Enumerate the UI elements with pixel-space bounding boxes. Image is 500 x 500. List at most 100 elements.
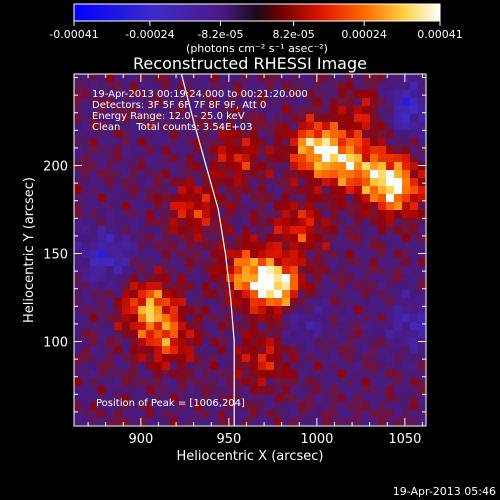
heatmap-cell: [346, 290, 355, 299]
heatmap-cell: [130, 194, 139, 203]
heatmap-cell: [346, 130, 355, 139]
heatmap-cell: [146, 106, 155, 115]
heatmap-cell: [178, 418, 187, 426]
heatmap-cell: [234, 130, 243, 139]
heatmap-cell: [218, 306, 227, 315]
heatmap-cell: [330, 410, 339, 419]
heatmap-cell: [194, 274, 203, 283]
heatmap-cell: [322, 130, 331, 139]
heatmap-cell: [322, 354, 331, 363]
heatmap-cell: [194, 346, 203, 355]
heatmap-cell: [138, 362, 147, 371]
heatmap-cell: [394, 250, 403, 259]
heatmap-cell: [346, 122, 355, 131]
heatmap-cell: [130, 146, 139, 155]
heatmap-cell: [370, 106, 379, 115]
heatmap-cell: [210, 178, 219, 187]
heatmap-cell: [378, 266, 387, 275]
heatmap-cell: [146, 306, 155, 315]
heatmap-cell: [130, 186, 139, 195]
heatmap-cell: [90, 378, 99, 387]
heatmap-cell: [194, 154, 203, 163]
heatmap-cell: [322, 146, 331, 155]
heatmap-cell: [98, 74, 107, 83]
heatmap-cell: [402, 386, 411, 395]
heatmap-cell: [298, 370, 307, 379]
heatmap-cell: [258, 178, 267, 187]
heatmap-cell: [130, 306, 139, 315]
heatmap-cell: [394, 314, 403, 323]
heatmap-cell: [234, 266, 243, 275]
heatmap-cell: [322, 306, 331, 315]
heatmap-cell: [370, 338, 379, 347]
heatmap-cell: [394, 346, 403, 355]
heatmap-cell: [186, 98, 195, 107]
heatmap-cell: [114, 90, 123, 99]
heatmap-cell: [250, 106, 259, 115]
heatmap-cell: [106, 178, 115, 187]
heatmap-cell: [218, 402, 227, 411]
heatmap-cell: [274, 386, 283, 395]
heatmap-cell: [410, 138, 419, 147]
heatmap-cell: [322, 226, 331, 235]
heatmap-cell: [82, 394, 91, 403]
heatmap-cell: [418, 122, 426, 131]
heatmap-cell: [74, 154, 83, 163]
heatmap-cell: [74, 370, 83, 379]
heatmap-cell: [114, 386, 123, 395]
heatmap-cell: [82, 386, 91, 395]
heatmap-cell: [82, 234, 91, 243]
heatmap-cell: [130, 226, 139, 235]
heatmap-cell: [250, 386, 259, 395]
heatmap-cell: [90, 170, 99, 179]
heatmap-cell: [290, 154, 299, 163]
heatmap-cell: [74, 242, 83, 251]
heatmap-cell: [74, 330, 83, 339]
heatmap-cell: [178, 258, 187, 267]
heatmap-cell: [106, 266, 115, 275]
heatmap-cell: [106, 378, 115, 387]
heatmap-cell: [202, 130, 211, 139]
heatmap-cell: [322, 162, 331, 171]
heatmap-cell: [402, 354, 411, 363]
heatmap-cell: [242, 210, 251, 219]
heatmap-cell: [306, 362, 315, 371]
heatmap-cell: [218, 154, 227, 163]
heatmap-cell: [170, 106, 179, 115]
heatmap-cell: [234, 290, 243, 299]
heatmap-cell: [74, 122, 83, 131]
heatmap-cell: [410, 194, 419, 203]
heatmap-cell: [170, 202, 179, 211]
heatmap-cell: [274, 90, 283, 99]
heatmap-cell: [410, 338, 419, 347]
heatmap-cell: [138, 314, 147, 323]
heatmap-cell: [162, 210, 171, 219]
heatmap-cell: [218, 378, 227, 387]
heatmap-cell: [274, 282, 283, 291]
heatmap-cell: [130, 170, 139, 179]
heatmap-cell: [186, 370, 195, 379]
heatmap-cell: [314, 74, 323, 83]
heatmap-cell: [226, 234, 235, 243]
heatmap-cell: [250, 82, 259, 91]
heatmap-cell: [218, 418, 227, 426]
heatmap-cell: [122, 394, 131, 403]
heatmap-cell: [82, 218, 91, 227]
heatmap-cell: [170, 306, 179, 315]
heatmap-cell: [402, 306, 411, 315]
heatmap-cell: [178, 298, 187, 307]
heatmap-cell: [290, 242, 299, 251]
heatmap-cell: [362, 330, 371, 339]
heatmap-cell: [386, 410, 395, 419]
heatmap-cell: [322, 362, 331, 371]
heatmap-cell: [410, 354, 419, 363]
heatmap-cell: [274, 130, 283, 139]
heatmap-cell: [130, 106, 139, 115]
heatmap-cell: [154, 290, 163, 299]
heatmap-cell: [186, 146, 195, 155]
heatmap-cell: [282, 98, 291, 107]
heatmap-cell: [114, 266, 123, 275]
heatmap-cell: [394, 154, 403, 163]
heatmap-cell: [258, 362, 267, 371]
heatmap-cell: [378, 122, 387, 131]
